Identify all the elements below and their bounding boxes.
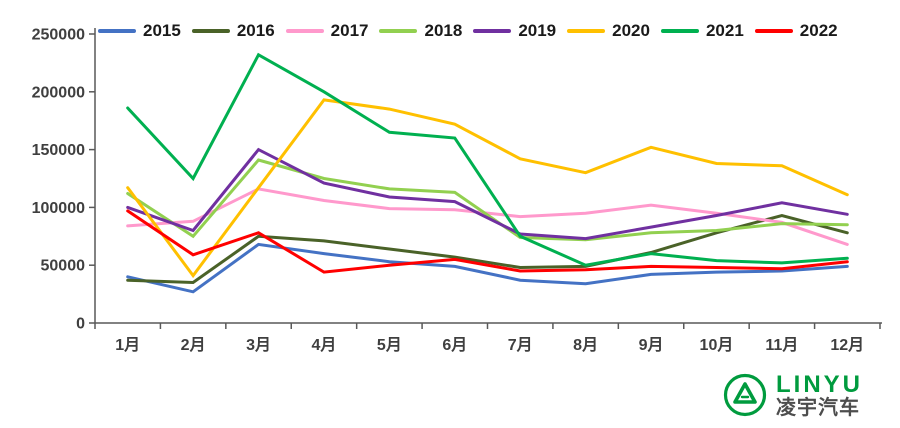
legend-label-2017: 2017: [330, 21, 369, 40]
x-tick-label-11: 11月: [765, 336, 798, 354]
series-line-2018: [126, 158, 849, 242]
y-tick-label: 150000: [32, 142, 85, 159]
legend-line-swatch-2015: [98, 28, 136, 33]
y-tick-label: 50000: [41, 258, 86, 275]
legend-item-2021: 2021: [660, 21, 744, 40]
legend-line-swatch-2018: [379, 28, 418, 33]
y-tick-label: 100000: [32, 200, 85, 217]
legend-line-swatch-2022: [754, 28, 793, 33]
x-tick-label-1: 1月: [115, 336, 140, 354]
y-tick-label: 0: [76, 316, 85, 333]
legend-line-swatch-2021: [660, 28, 699, 33]
legend-label-2016: 2016: [236, 21, 275, 40]
legend-line-swatch-2019: [473, 28, 512, 33]
x-tick-label-12: 12月: [830, 336, 864, 354]
logo-chinese-name: 凌宇汽车: [776, 396, 860, 419]
x-tick-label-8: 8月: [573, 336, 598, 354]
legend-label-2022: 2022: [799, 21, 838, 40]
linyu-logo-emblem: [723, 373, 767, 417]
series-line-2019: [126, 147, 849, 241]
series-line-2021: [126, 52, 849, 267]
legend-item-2018: 2018: [379, 22, 462, 39]
x-tick-label-7: 7月: [508, 336, 533, 354]
legend-item-2020: 2020: [567, 22, 650, 39]
x-tick-label-9: 9月: [639, 336, 664, 354]
x-tick-label-3: 3月: [246, 336, 271, 354]
legend-label-2019: 2019: [518, 21, 557, 40]
legend-line-swatch-2020: [567, 28, 606, 33]
legend-line-swatch-2017: [285, 28, 324, 33]
legend-label-2021: 2021: [705, 21, 744, 40]
legend-label-2015: 2015: [143, 21, 181, 40]
legend-line-swatch-2016: [191, 28, 230, 33]
x-tick-label-5: 5月: [377, 336, 402, 354]
y-tick-label: 200000: [32, 84, 85, 101]
linyu-logo: LINYU 凌宇汽车: [722, 372, 863, 418]
series-line-2022: [126, 209, 849, 274]
x-tick-label-2: 2月: [181, 336, 206, 354]
legend-item-2017: 2017: [285, 21, 369, 40]
series-line-2020: [126, 98, 849, 279]
legend-label-2020: 2020: [612, 21, 650, 40]
chart-legend: 2015 2016 2017 2018 2019 2020 2021 2022: [98, 22, 838, 39]
x-tick-label-10: 10月: [700, 336, 734, 354]
logo-wordmark: LINYU: [776, 370, 863, 398]
legend-label-2018: 2018: [424, 21, 463, 40]
legend-item-2019: 2019: [473, 22, 556, 39]
series-line-2015: [126, 242, 849, 294]
legend-item-2015: 2015: [98, 22, 181, 39]
legend-item-2016: 2016: [191, 21, 275, 40]
y-tick-label: 250000: [32, 27, 85, 44]
x-tick-label-6: 6月: [442, 336, 467, 354]
x-tick-label-4: 4月: [312, 336, 337, 354]
legend-item-2022: 2022: [754, 21, 838, 40]
